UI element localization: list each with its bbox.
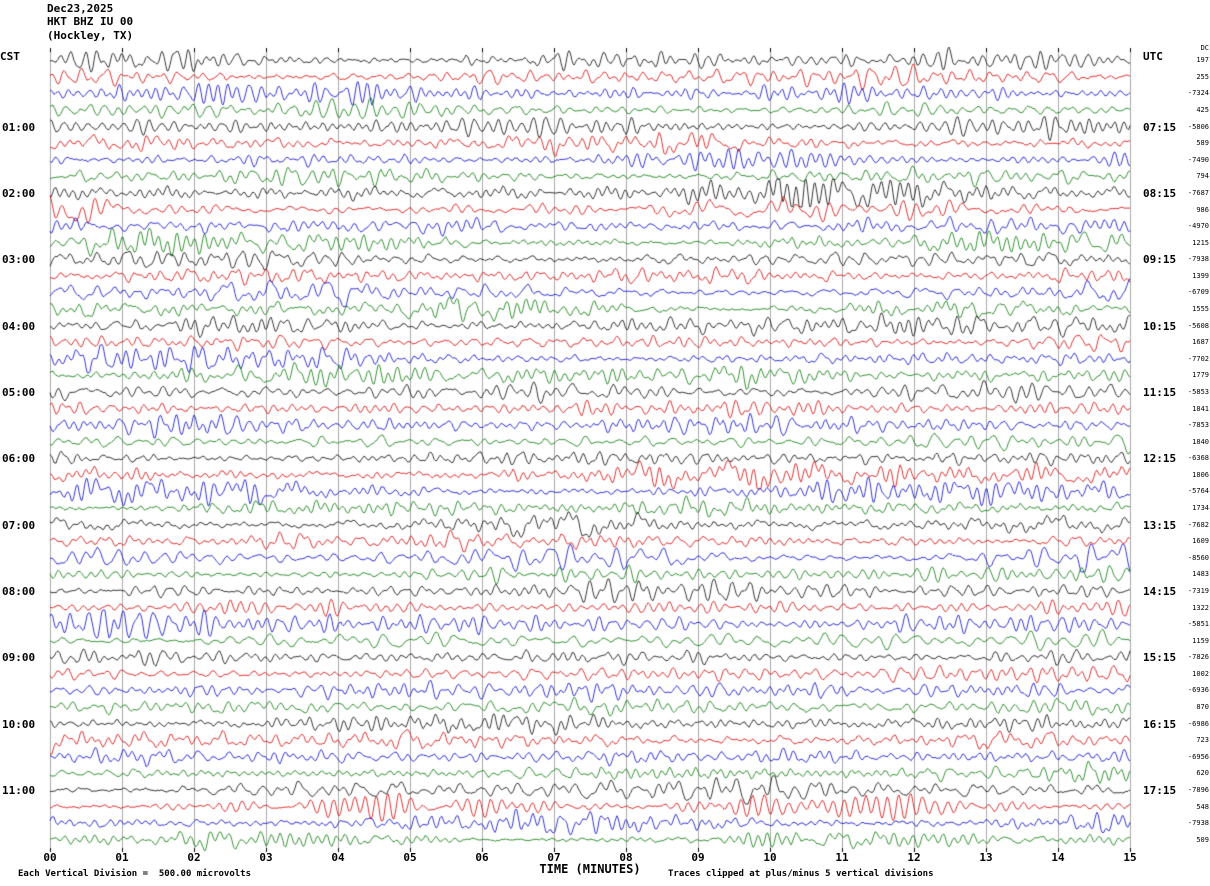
right-time-label: 12:15 [1143,452,1177,466]
right-time-label: 07:15 [1143,120,1177,134]
dc-offset-value: -5853 [1187,387,1209,396]
x-tick-label: 05 [403,851,417,864]
dc-offset-value: 1609 [1192,537,1209,546]
dc-offset-value: -7324 [1187,89,1209,98]
dc-offset-value: -6956 [1187,752,1209,761]
dc-offset-value: 197 [1196,56,1209,65]
title-location: (Hockley, TX) [47,29,134,42]
clip-note: Traces clipped at plus/minus 5 vertical … [668,869,934,879]
left-time-label: 01:00 [2,120,36,134]
x-tick-label: 14 [1051,851,1065,864]
dc-offset-value: -7938 [1187,255,1209,264]
x-tick-label: 03 [259,851,273,864]
dc-offset-value: 1555 [1192,305,1209,314]
dc-offset-value: -6709 [1187,288,1209,297]
x-tick-label: 12 [907,851,921,864]
dc-offset-value: 1215 [1192,238,1209,247]
dc-offset-value: -7319 [1187,586,1209,595]
dc-offset-value: -7826 [1187,653,1209,662]
dc-offset-value: 1734 [1192,504,1209,513]
right-time-label: 09:15 [1143,253,1177,267]
dc-offset-value: 1840 [1192,437,1209,446]
right-time-label: 16:15 [1143,717,1177,731]
dc-offset-value: 1322 [1192,603,1209,612]
left-time-label: 06:00 [2,452,36,466]
dc-column-header: DC [1200,44,1209,52]
dc-offset-value: 589 [1196,139,1209,148]
dc-offset-value: 1841 [1192,404,1209,413]
right-time-label: 17:15 [1143,783,1177,797]
dc-offset-value: -7702 [1187,354,1209,363]
left-time-label: 07:00 [2,518,36,532]
right-time-label: 08:15 [1143,186,1177,200]
title-date: Dec23,2025 [47,2,114,15]
right-time-label: 15:15 [1143,651,1177,665]
x-tick-label: 15 [1123,851,1137,864]
left-time-label: 03:00 [2,253,36,267]
scale-note: Each Vertical Division = 500.00 microvol… [18,869,251,879]
left-time-label: 10:00 [2,717,36,731]
dc-offset-value: -7938 [1187,819,1209,828]
dc-offset-value: 548 [1196,802,1209,811]
dc-offset-value: -5806 [1187,122,1209,131]
dc-offset-value: 1687 [1192,338,1209,347]
left-time-label: 11:00 [2,783,36,797]
dc-offset-value: -8560 [1187,553,1209,562]
dc-offset-value: 794 [1196,172,1209,181]
dc-offset-value: -7687 [1187,188,1209,197]
dc-offset-value: -5608 [1187,321,1209,330]
title-station: HKT BHZ IU 00 [47,15,134,28]
dc-offset-value: -7896 [1187,785,1209,794]
left-time-label: 04:00 [2,319,36,333]
dc-offset-value: -6368 [1187,454,1209,463]
right-time-label: 11:15 [1143,385,1177,399]
dc-offset-value: 509 [1196,835,1209,844]
left-time-label: 09:00 [2,651,36,665]
right-time-label: 14:15 [1143,584,1177,598]
left-timezone-label: CST [0,50,20,63]
left-time-label: 05:00 [2,385,36,399]
left-time-label: 08:00 [2,584,36,598]
x-tick-label: 07 [547,851,561,864]
dc-offset-value: 1779 [1192,371,1209,380]
left-time-label: 02:00 [2,186,36,200]
dc-offset-value: -7853 [1187,421,1209,430]
x-tick-label: 04 [331,851,345,864]
dc-offset-value: 1483 [1192,570,1209,579]
dc-offset-value: -4970 [1187,222,1209,231]
right-time-label: 10:15 [1143,319,1177,333]
x-tick-label: 06 [475,851,489,864]
dc-offset-value: -7490 [1187,155,1209,164]
dc-offset-value: 620 [1196,769,1209,778]
dc-offset-value: 870 [1196,703,1209,712]
x-tick-label: 02 [187,851,201,864]
dc-offset-value: 1002 [1192,669,1209,678]
x-tick-label: 11 [835,851,849,864]
dc-offset-value: -6986 [1187,719,1209,728]
x-tick-label: 09 [691,851,705,864]
x-tick-label: 01 [115,851,129,864]
x-tick-label: 10 [763,851,777,864]
dc-offset-value: 1806 [1192,470,1209,479]
dc-offset-value: -6936 [1187,686,1209,695]
x-tick-label: 08 [619,851,633,864]
dc-offset-value: -5764 [1187,487,1209,496]
right-timezone-label: UTC [1143,50,1163,63]
x-tick-label: 13 [979,851,993,864]
dc-offset-value: -5851 [1187,620,1209,629]
dc-offset-value: 425 [1196,106,1209,115]
dc-offset-value: 723 [1196,736,1209,745]
x-axis-label: TIME (MINUTES) [539,862,641,876]
dc-offset-value: -7682 [1187,520,1209,529]
dc-offset-value: 986 [1196,205,1209,214]
right-time-label: 13:15 [1143,518,1177,532]
dc-offset-value: 1399 [1192,271,1209,280]
dc-offset-value: 255 [1196,72,1209,81]
x-tick-label: 00 [43,851,57,864]
dc-offset-value: 1159 [1192,636,1209,645]
